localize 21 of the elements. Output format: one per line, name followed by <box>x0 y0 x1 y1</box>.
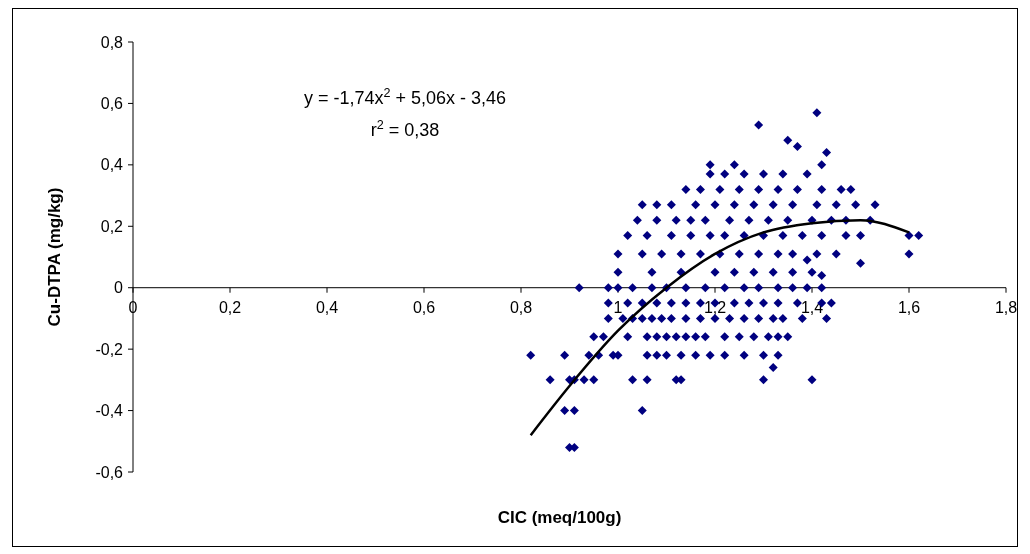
x-tick-label: 0,6 <box>412 298 436 316</box>
x-axis-title: CIC (meq/100g) <box>497 508 622 527</box>
x-tick-label: 1 <box>613 298 623 316</box>
y-tick-label: 0 <box>114 279 124 297</box>
y-tick-label: 0,4 <box>100 156 124 174</box>
y-tick-label: 0,8 <box>100 33 124 51</box>
y-tick-label: -0,6 <box>95 463 124 481</box>
annotation: r$^{2}$ = 0,38 <box>370 118 440 140</box>
x-tick-label: 1,8 <box>994 298 1018 316</box>
x-tick-label: 0 <box>128 298 138 316</box>
x-tick-label: 1,2 <box>703 298 727 316</box>
y-tick-label: -0,4 <box>95 402 124 420</box>
y-tick-label: 0,2 <box>100 217 124 235</box>
x-tick-label: 0,4 <box>315 298 339 316</box>
x-tick-label: 1,6 <box>897 298 921 316</box>
y-tick-label: 0,6 <box>100 95 124 113</box>
y-axis-title: Cu-DTPA (mg/kg) <box>45 187 64 327</box>
y-tick-label: -0,2 <box>95 340 124 358</box>
annotation: y = -1,74x$^{2}$ + 5,06x - 3,46 <box>303 86 507 108</box>
x-tick-label: 0,2 <box>218 298 242 316</box>
x-tick-label: 0,8 <box>509 298 533 316</box>
